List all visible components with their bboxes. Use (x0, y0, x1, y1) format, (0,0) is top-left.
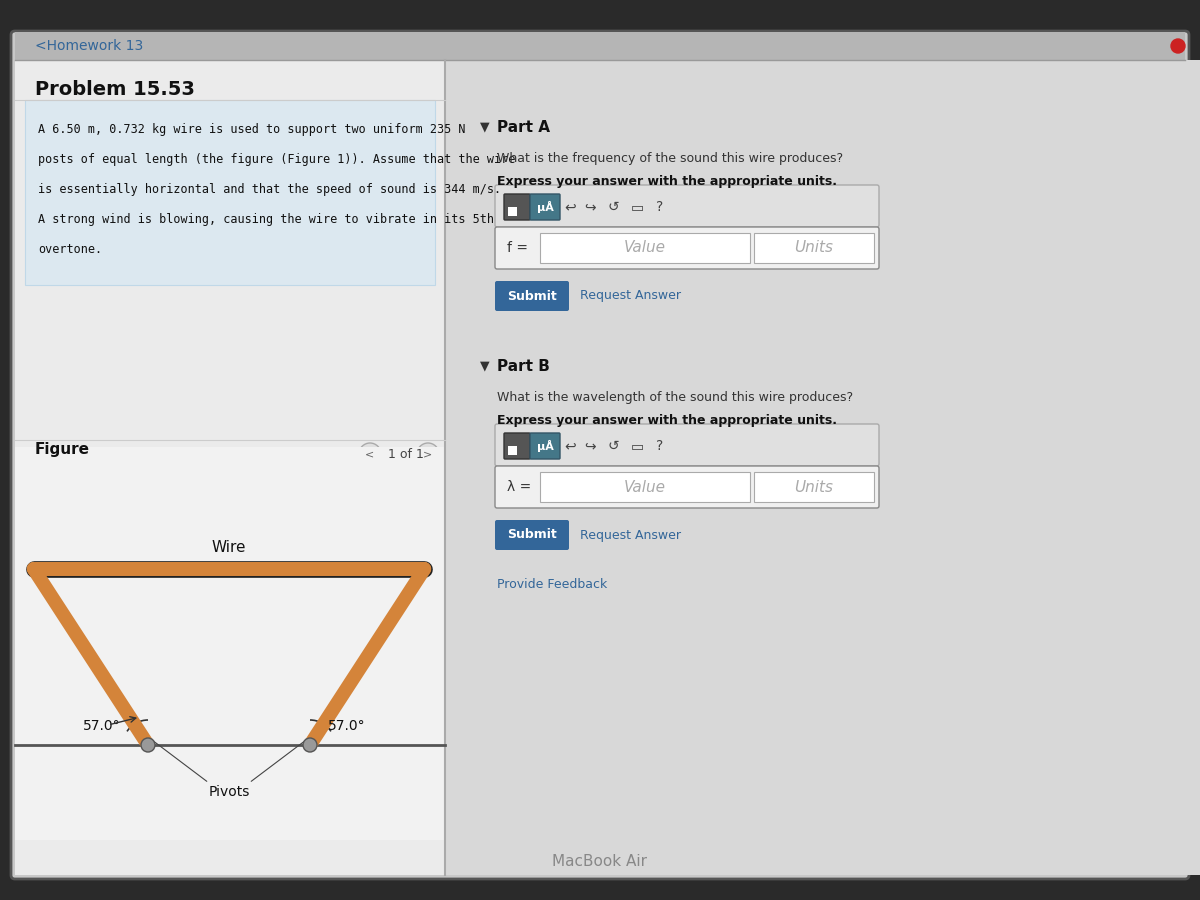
Text: ↺: ↺ (607, 439, 619, 453)
Text: Submit: Submit (508, 290, 557, 302)
Text: overtone.: overtone. (38, 243, 102, 256)
FancyBboxPatch shape (754, 472, 874, 502)
Text: ↩: ↩ (564, 200, 576, 214)
FancyBboxPatch shape (14, 447, 445, 840)
FancyBboxPatch shape (14, 60, 445, 875)
Text: ↩: ↩ (564, 439, 576, 453)
Text: Units: Units (794, 480, 834, 494)
Text: posts of equal length (the figure (Figure 1)). Assume that the wire: posts of equal length (the figure (Figur… (38, 153, 515, 166)
FancyBboxPatch shape (508, 446, 517, 455)
Text: ▭: ▭ (630, 200, 643, 214)
Text: MacBook Air: MacBook Air (552, 854, 648, 869)
FancyBboxPatch shape (496, 185, 878, 227)
Text: Part A: Part A (497, 120, 550, 135)
Text: Provide Feedback: Provide Feedback (497, 578, 607, 591)
Text: What is the frequency of the sound this wire produces?: What is the frequency of the sound this … (497, 152, 844, 165)
Text: Value: Value (624, 480, 666, 494)
FancyBboxPatch shape (445, 60, 1200, 875)
Text: Part B: Part B (497, 359, 550, 374)
Text: μÅ: μÅ (536, 440, 553, 452)
FancyBboxPatch shape (25, 100, 436, 285)
Text: Express your answer with the appropriate units.: Express your answer with the appropriate… (497, 414, 838, 427)
Text: Figure: Figure (35, 442, 90, 457)
FancyBboxPatch shape (508, 207, 517, 216)
Text: Submit: Submit (508, 528, 557, 542)
FancyBboxPatch shape (504, 433, 530, 459)
Circle shape (418, 443, 439, 465)
FancyBboxPatch shape (496, 466, 878, 508)
Circle shape (142, 738, 155, 752)
Text: Wire: Wire (211, 540, 246, 555)
Circle shape (302, 738, 317, 752)
Text: ?: ? (656, 439, 664, 453)
FancyBboxPatch shape (530, 433, 560, 459)
Text: f =: f = (508, 241, 528, 255)
FancyBboxPatch shape (496, 227, 878, 269)
Text: <: < (365, 449, 374, 459)
FancyBboxPatch shape (540, 233, 750, 263)
Text: Request Answer: Request Answer (580, 528, 682, 542)
Text: ▼: ▼ (480, 120, 490, 133)
FancyBboxPatch shape (14, 32, 1186, 60)
Text: <Homework 13: <Homework 13 (35, 39, 143, 53)
Text: A 6.50 m, 0.732 kg wire is used to support two uniform 235 N: A 6.50 m, 0.732 kg wire is used to suppo… (38, 123, 466, 136)
Text: ↪: ↪ (584, 200, 596, 214)
Text: Value: Value (624, 240, 666, 256)
Text: 57.0°: 57.0° (328, 719, 366, 733)
Text: ?: ? (656, 200, 664, 214)
Text: is essentially horizontal and that the speed of sound is 344 m/s.: is essentially horizontal and that the s… (38, 183, 502, 196)
Text: ▭: ▭ (630, 439, 643, 453)
FancyBboxPatch shape (11, 31, 1189, 879)
Circle shape (359, 443, 382, 465)
Text: λ =: λ = (508, 480, 532, 494)
Text: Request Answer: Request Answer (580, 290, 682, 302)
Circle shape (1171, 39, 1186, 53)
FancyBboxPatch shape (504, 194, 530, 220)
Text: μÅ: μÅ (536, 201, 553, 213)
Text: Problem 15.53: Problem 15.53 (35, 80, 194, 99)
FancyBboxPatch shape (540, 472, 750, 502)
Text: What is the wavelength of the sound this wire produces?: What is the wavelength of the sound this… (497, 391, 853, 404)
Text: ↺: ↺ (607, 200, 619, 214)
FancyBboxPatch shape (496, 281, 569, 311)
Text: Express your answer with the appropriate units.: Express your answer with the appropriate… (497, 175, 838, 188)
FancyBboxPatch shape (754, 233, 874, 263)
Text: >: > (424, 449, 433, 459)
Text: Pivots: Pivots (209, 785, 250, 799)
FancyBboxPatch shape (496, 424, 878, 466)
Text: A strong wind is blowing, causing the wire to vibrate in its 5th: A strong wind is blowing, causing the wi… (38, 213, 494, 226)
Text: Units: Units (794, 240, 834, 256)
Text: ▼: ▼ (480, 359, 490, 372)
FancyBboxPatch shape (496, 520, 569, 550)
Text: 1 of 1: 1 of 1 (388, 447, 424, 461)
Text: ↪: ↪ (584, 439, 596, 453)
FancyBboxPatch shape (530, 194, 560, 220)
Text: 57.0°: 57.0° (83, 719, 121, 733)
